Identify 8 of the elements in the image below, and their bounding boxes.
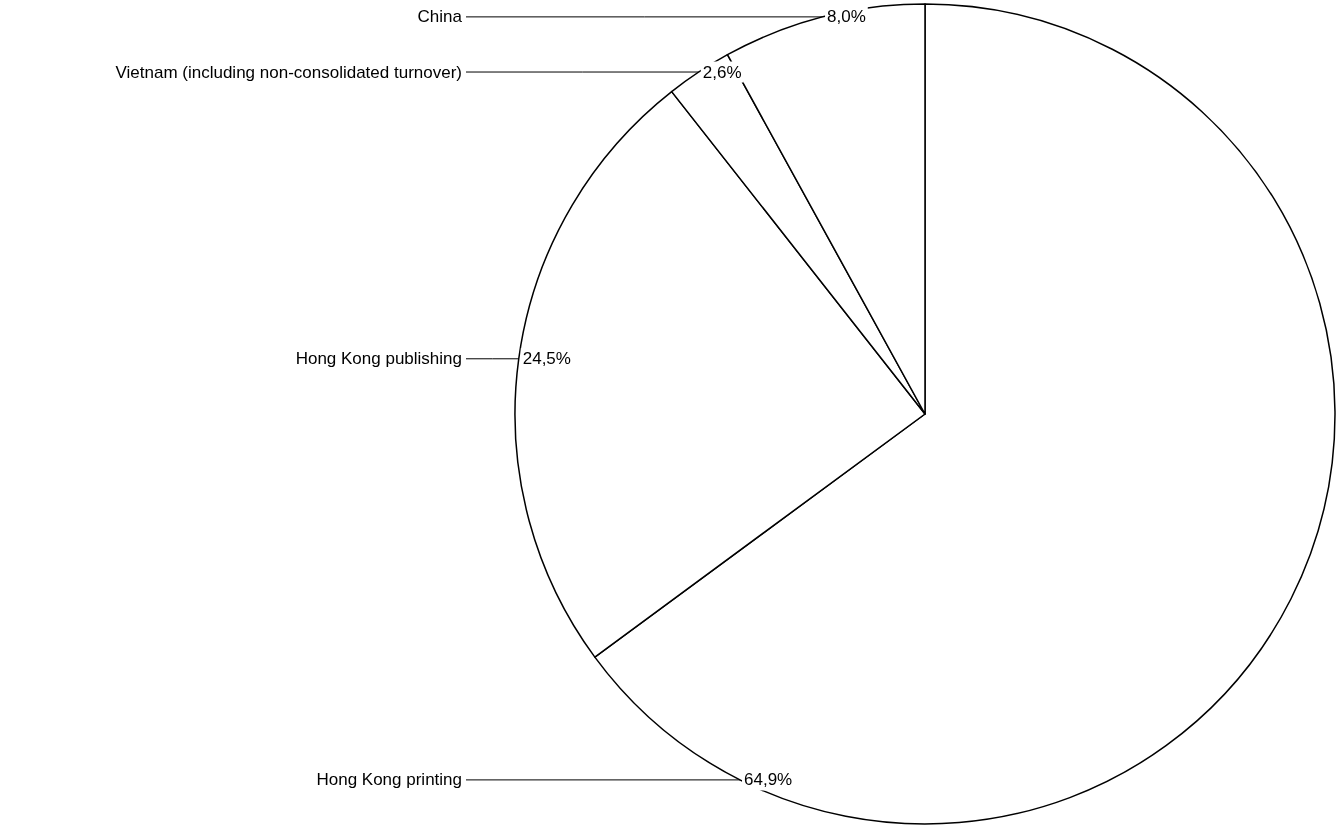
data-label: 64,9%	[744, 770, 793, 790]
data-label: 8,0%	[827, 7, 866, 27]
slice-label: Hong Kong publishing	[295, 349, 463, 369]
data-label: 2,6%	[702, 62, 742, 82]
data-label: 24,5%	[522, 349, 571, 369]
slice-label: Hong Kong printing	[316, 770, 462, 790]
slice-label: Vietnam (including non-consolidated turnover)	[115, 62, 462, 82]
slice-label: China	[417, 7, 463, 27]
